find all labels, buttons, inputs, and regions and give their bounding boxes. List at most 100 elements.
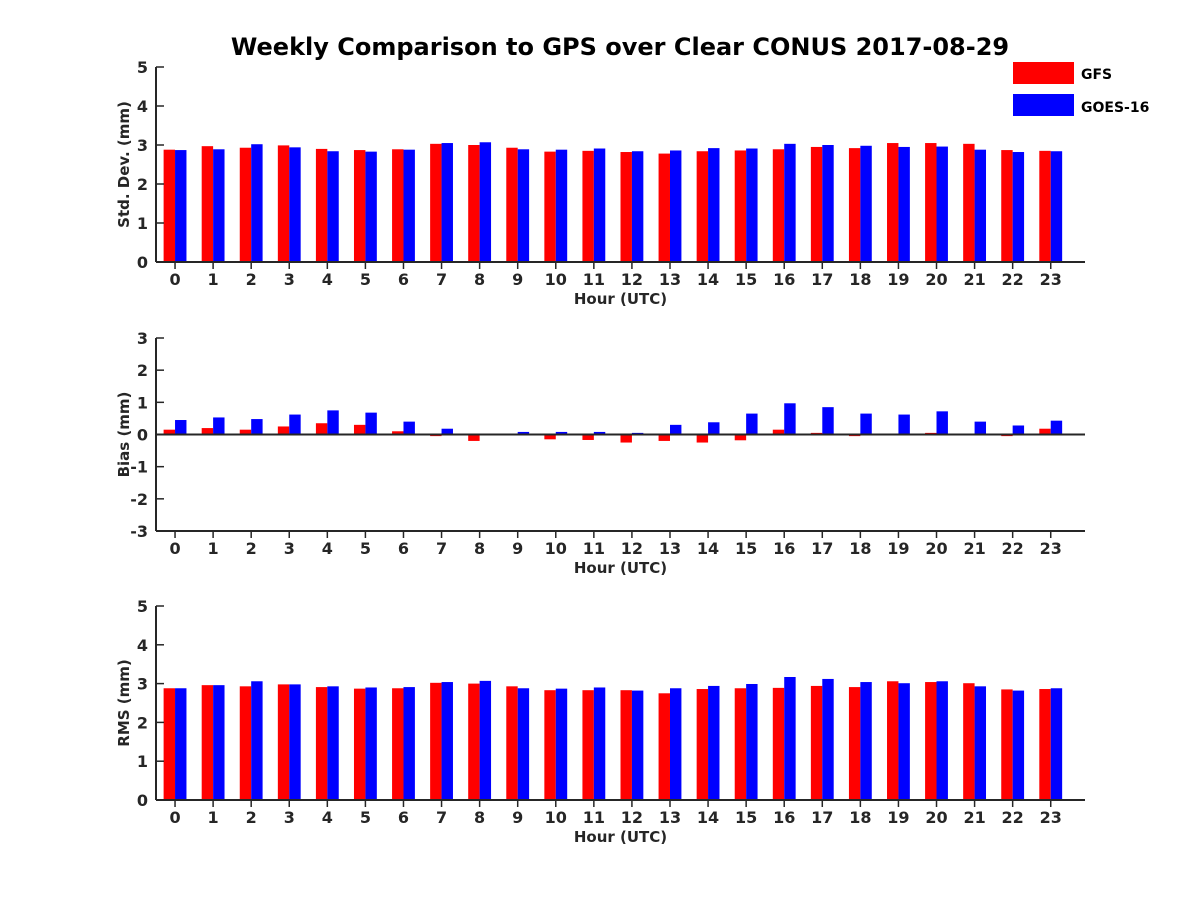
bar-goes16-7: [441, 143, 453, 262]
y-tick-label: 2: [137, 713, 148, 732]
bar-goes16-1: [213, 685, 225, 800]
x-tick-label: 8: [474, 270, 485, 289]
bar-gfs-6: [392, 149, 404, 262]
x-tick-label: 16: [773, 808, 795, 827]
x-tick-label: 23: [1040, 808, 1062, 827]
x-tick-label: 3: [284, 808, 295, 827]
bar-goes16-15: [746, 683, 758, 800]
bar-gfs-15: [734, 150, 747, 262]
x-tick-label: 13: [659, 270, 681, 289]
x-tick-label: 14: [697, 270, 719, 289]
y-axis-label: Bias (mm): [115, 392, 133, 478]
bar-goes16-22: [1012, 152, 1025, 262]
bar-goes16-14: [708, 685, 720, 800]
x-tick-label: 13: [659, 808, 681, 827]
x-tick-label: 10: [545, 270, 567, 289]
bar-gfs-0: [163, 149, 176, 262]
bar-gfs-2: [239, 686, 252, 800]
bar-goes16-22: [1012, 425, 1025, 435]
x-tick-label: 6: [398, 539, 409, 558]
bar-goes16-18: [860, 145, 872, 262]
x-axis-label: Hour (UTC): [574, 828, 667, 846]
bar-gfs-13: [658, 153, 670, 262]
y-tick-label: 5: [137, 58, 148, 77]
bar-gfs-15: [734, 688, 747, 800]
x-tick-label: 3: [284, 270, 295, 289]
bar-gfs-16: [772, 149, 785, 262]
bar-gfs-10: [544, 434, 556, 440]
x-tick-label: 5: [360, 808, 371, 827]
x-tick-label: 15: [735, 808, 757, 827]
bar-goes16-12: [631, 690, 644, 800]
x-tick-label: 7: [436, 539, 447, 558]
x-tick-label: 16: [773, 539, 795, 558]
x-tick-label: 7: [436, 808, 447, 827]
bar-gfs-8: [468, 145, 480, 262]
bar-goes16-16: [784, 677, 796, 800]
y-tick-label: 4: [137, 97, 148, 116]
y-axis-label: RMS (mm): [115, 659, 133, 746]
bar-gfs-20: [925, 143, 937, 262]
bar-gfs-1: [201, 685, 214, 800]
y-tick-label: -2: [130, 490, 148, 509]
bar-goes16-6: [403, 421, 415, 435]
y-tick-label: 2: [137, 361, 148, 380]
x-tick-label: 1: [208, 808, 219, 827]
bar-goes16-17: [822, 145, 834, 262]
x-tick-label: 21: [963, 270, 985, 289]
bar-gfs-22: [1001, 150, 1013, 262]
x-tick-label: 1: [208, 270, 219, 289]
bar-goes16-4: [327, 151, 339, 262]
x-tick-label: 22: [1002, 539, 1024, 558]
bar-gfs-7: [430, 682, 442, 800]
x-tick-label: 8: [474, 808, 485, 827]
bar-gfs-11: [582, 690, 594, 800]
bar-goes16-17: [822, 678, 834, 800]
bar-gfs-1: [201, 428, 214, 435]
bar-goes16-19: [898, 683, 910, 800]
x-tick-label: 5: [360, 539, 371, 558]
y-tick-label: 1: [137, 393, 148, 412]
y-tick-label: 5: [137, 597, 148, 616]
x-axis-label: Hour (UTC): [574, 559, 667, 577]
x-tick-label: 9: [512, 270, 523, 289]
bar-gfs-2: [239, 429, 252, 435]
bar-gfs-15: [734, 434, 747, 441]
bar-goes16-16: [784, 403, 796, 435]
bar-goes16-10: [555, 688, 568, 800]
bar-gfs-5: [353, 424, 366, 435]
bar-goes16-10: [555, 149, 568, 262]
bar-goes16-19: [898, 146, 910, 262]
x-tick-label: 3: [284, 539, 295, 558]
bar-gfs-17: [810, 685, 823, 800]
x-tick-label: 2: [246, 270, 257, 289]
bar-goes16-6: [403, 149, 415, 262]
bar-gfs-2: [239, 147, 252, 262]
bar-gfs-12: [620, 434, 632, 443]
x-tick-label: 9: [512, 808, 523, 827]
bar-gfs-7: [430, 143, 442, 262]
bar-goes16-11: [593, 148, 606, 262]
y-axis-label: Std. Dev. (mm): [115, 101, 133, 228]
bar-gfs-4: [315, 148, 328, 262]
bar-gfs-16: [772, 687, 785, 800]
x-tick-label: 18: [849, 808, 871, 827]
bar-gfs-21: [963, 143, 975, 262]
bar-gfs-19: [887, 143, 899, 262]
x-tick-label: 16: [773, 270, 795, 289]
bar-goes16-23: [1050, 688, 1063, 800]
x-tick-label: 9: [512, 539, 523, 558]
x-tick-label: 22: [1002, 270, 1024, 289]
bar-goes16-0: [175, 420, 187, 435]
bar-goes16-19: [898, 414, 910, 435]
bar-goes16-0: [175, 150, 187, 262]
y-tick-label: -3: [130, 522, 148, 541]
x-tick-label: 0: [169, 539, 180, 558]
x-tick-label: 21: [963, 808, 985, 827]
bar-gfs-10: [544, 151, 556, 262]
x-tick-label: 4: [322, 270, 333, 289]
bar-gfs-6: [392, 431, 404, 435]
